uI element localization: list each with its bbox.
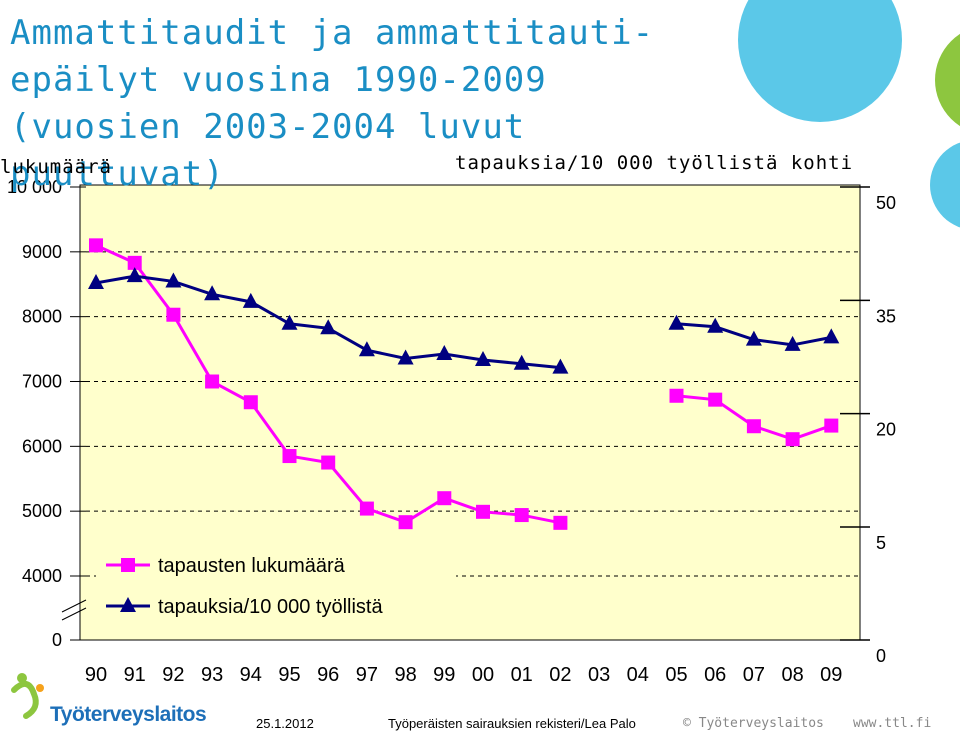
x-tick-label: 90 xyxy=(85,664,107,686)
y-left-tick-label: 10 000 xyxy=(7,177,62,197)
x-tick-label: 92 xyxy=(162,664,184,686)
y-axis-right-label: tapauksia/10 000 työllistä kohti xyxy=(455,152,854,174)
y-axis-left-label: lukumäärä xyxy=(0,156,112,178)
x-tick-label: 07 xyxy=(743,664,765,686)
x-tick-label: 98 xyxy=(394,664,416,686)
data-point-square xyxy=(205,374,220,389)
footer-url: www.ttl.fi xyxy=(853,716,932,731)
x-tick-label: 05 xyxy=(665,664,687,686)
x-tick-label: 94 xyxy=(240,664,262,686)
data-point-triangle xyxy=(320,319,337,335)
x-tick-label: 06 xyxy=(704,664,726,686)
footer-source: Työperäisten sairauksien rekisteri/Lea P… xyxy=(388,716,636,731)
data-point-square xyxy=(669,388,684,403)
x-tick-label: 08 xyxy=(781,664,803,686)
data-point-square xyxy=(514,508,529,523)
y-left-tick-label: 5000 xyxy=(22,501,62,521)
x-tick-label: 96 xyxy=(317,664,339,686)
series xyxy=(88,238,840,530)
data-point-triangle xyxy=(397,349,414,365)
decor-circle-green xyxy=(935,33,960,127)
data-point-triangle xyxy=(88,273,104,289)
legend-box xyxy=(96,546,456,616)
data-point-triangle xyxy=(126,267,143,283)
data-point-square xyxy=(824,418,839,433)
data-point-triangle xyxy=(242,292,259,308)
y-right-tick-label: 20 xyxy=(876,420,896,440)
data-point-square xyxy=(708,392,723,407)
decor-circle-cyan xyxy=(738,0,902,122)
logo-text: Työterveyslaitos xyxy=(50,703,207,726)
legend-label: tapauksia/10 000 työllistä xyxy=(158,596,383,618)
data-point-square xyxy=(321,455,336,470)
y-right-tick-label: 50 xyxy=(876,193,896,213)
data-point-square xyxy=(282,449,297,464)
data-point-square xyxy=(359,501,374,516)
x-tick-label: 97 xyxy=(356,664,378,686)
data-point-square xyxy=(166,307,181,322)
x-tick-label: 00 xyxy=(472,664,494,686)
y-left-tick-label: 6000 xyxy=(22,436,62,456)
footer-date: 25.1.2012 xyxy=(256,716,314,731)
data-point-triangle xyxy=(668,314,685,330)
footer-copyright: © Työterveyslaitos xyxy=(683,716,824,731)
data-point-triangle xyxy=(823,328,840,344)
data-point-square xyxy=(476,504,490,519)
data-point-triangle xyxy=(513,354,530,370)
y-right-tick-label: 5 xyxy=(876,533,886,553)
data-point-square xyxy=(437,491,452,506)
x-tick-label: 02 xyxy=(549,664,571,686)
data-point-square xyxy=(398,515,413,530)
data-point-triangle xyxy=(784,335,801,351)
decor-circle-cyan-small xyxy=(930,142,960,228)
legend: tapausten lukumäärä tapauksia/10 000 työl… xyxy=(96,546,456,618)
data-point-square xyxy=(243,395,258,410)
data-point-triangle xyxy=(436,344,453,360)
chart-title: Ammattitaudit ja ammattitauti-epäilyt vu… xyxy=(10,13,655,194)
y-right-tick-label: 0 xyxy=(876,646,886,666)
data-point-square xyxy=(127,255,142,270)
y-left-tick-label: 8000 xyxy=(22,307,62,327)
data-point-triangle xyxy=(552,358,569,374)
data-point-triangle xyxy=(358,341,375,357)
x-tick-label: 09 xyxy=(820,664,842,686)
x-tick-label: 91 xyxy=(124,664,146,686)
x-tick-label: 99 xyxy=(433,664,455,686)
x-tick-label: 95 xyxy=(278,664,300,686)
legend-marker-triangle xyxy=(120,597,136,612)
y-right-tick-label: 35 xyxy=(876,306,896,326)
logo-mark xyxy=(11,673,44,719)
data-point-triangle xyxy=(204,285,221,301)
data-point-triangle xyxy=(475,351,491,367)
data-point-square xyxy=(746,419,761,434)
y-left-tick-label: 7000 xyxy=(22,372,62,392)
data-point-triangle xyxy=(745,330,762,346)
legend-marker-square xyxy=(121,558,135,572)
legend-label: tapausten lukumäärä xyxy=(158,555,346,577)
y-left-tick-label: 0 xyxy=(52,630,62,650)
data-point-triangle xyxy=(281,314,298,330)
x-tick-label: 03 xyxy=(588,664,610,686)
x-tick-label: 01 xyxy=(511,664,533,686)
x-tick-label: 04 xyxy=(627,664,649,686)
x-tick-label: 93 xyxy=(201,664,223,686)
y-left-tick-label: 4000 xyxy=(22,566,62,586)
data-point-square xyxy=(89,238,103,253)
y-left-tick-label: 9000 xyxy=(22,242,62,262)
data-point-square xyxy=(553,515,568,530)
data-point-square xyxy=(785,432,800,447)
axis-break-mark xyxy=(61,599,87,621)
data-point-triangle xyxy=(707,317,724,333)
data-point-triangle xyxy=(165,272,182,288)
